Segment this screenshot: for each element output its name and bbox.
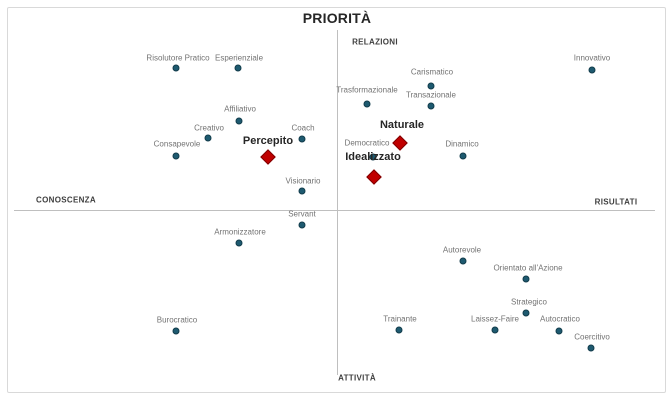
dot-marker [363, 100, 371, 108]
point-label: Coach [291, 123, 315, 133]
dot-marker [235, 117, 243, 125]
point-label: Risolutore Pratico [146, 53, 210, 63]
dot-marker [172, 64, 180, 72]
dot-marker [588, 66, 596, 74]
dot-marker [172, 152, 180, 160]
point-label: Transazionale [406, 90, 456, 100]
point-label: Naturale [379, 119, 425, 131]
dot-marker [522, 309, 530, 317]
axis-label-left: CONOSCENZA [36, 195, 96, 205]
dot-marker [459, 257, 467, 265]
chart-frame [7, 7, 666, 393]
dot-marker [235, 239, 243, 247]
point-label: Coercitivo [574, 332, 610, 342]
vertical-axis-line [337, 30, 338, 375]
dot-marker [587, 344, 595, 352]
point-label: Carismatico [410, 67, 454, 77]
dot-marker [427, 102, 435, 110]
dot-marker [234, 64, 242, 72]
point-label: Burocratico [156, 315, 198, 325]
point-label: Affiliativo [224, 104, 256, 114]
point-label: Autocratico [539, 314, 581, 324]
point-label: Strategico [510, 297, 548, 307]
axis-label-top: RELAZIONI [352, 37, 398, 47]
point-label: Armonizzatore [214, 227, 266, 237]
point-label: Trasformazionale [336, 85, 398, 95]
point-label: Innovativo [573, 53, 611, 63]
axis-label-bottom: ATTIVITÀ [338, 373, 376, 383]
horizontal-axis-line [14, 210, 655, 211]
point-label: Orientato all'Azione [493, 263, 563, 273]
dot-marker [555, 327, 563, 335]
point-label: Dinamico [445, 139, 479, 149]
point-label: Consapevole [153, 139, 201, 149]
dot-marker [204, 134, 212, 142]
point-label: Trainante [383, 314, 417, 324]
dot-marker [459, 152, 467, 160]
dot-marker [298, 135, 306, 143]
dot-marker [298, 221, 306, 229]
dot-marker [395, 326, 403, 334]
dot-marker [369, 153, 377, 161]
point-label: Idealizzato [345, 151, 401, 163]
dot-marker [491, 326, 499, 334]
dot-marker [522, 275, 530, 283]
point-label: Democratico [344, 138, 390, 148]
point-label: Visionario [285, 176, 321, 186]
chart-title: PRIORITÀ [302, 10, 372, 26]
axis-label-right: RISULTATI [594, 197, 638, 207]
dot-marker [298, 187, 306, 195]
point-label: Percepito [242, 135, 294, 147]
dot-marker [172, 327, 180, 335]
dot-marker [427, 82, 435, 90]
point-label: Servant [288, 209, 316, 219]
point-label: Laissez-Faire [470, 314, 520, 324]
point-label: Creativo [194, 123, 224, 133]
point-label: Esperienziale [214, 53, 264, 63]
point-label: Autorevole [442, 245, 482, 255]
